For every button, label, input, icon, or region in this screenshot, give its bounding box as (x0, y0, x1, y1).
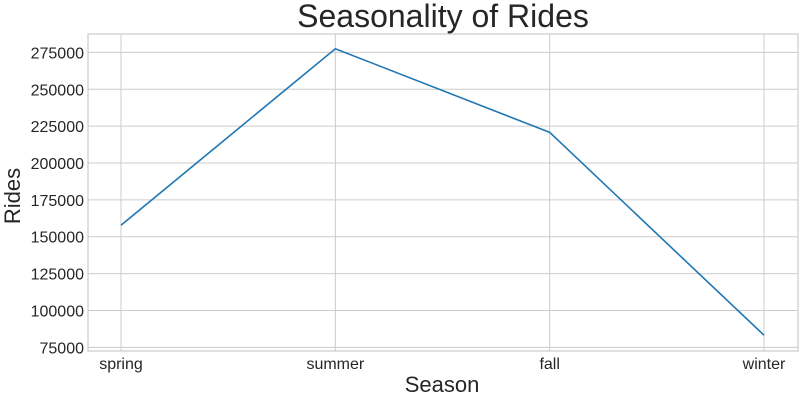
x-axis-label: Season (405, 372, 480, 397)
x-tick-label-winter: winter (742, 356, 786, 373)
y-tick-label: 200000 (31, 156, 84, 173)
plot-frame (87, 33, 799, 352)
y-tick-label: 150000 (31, 230, 84, 247)
y-gridlines (88, 51, 798, 348)
x-tick-label-spring: spring (99, 356, 143, 373)
y-axis-label: Rides (0, 168, 25, 224)
series-line-rides (120, 47, 765, 336)
y-tick-label: 250000 (31, 82, 84, 99)
y-tick-label: 225000 (31, 119, 84, 136)
y-tick-label: 275000 (31, 45, 84, 62)
y-tick-label: 175000 (31, 193, 84, 210)
y-tick-label: 125000 (31, 267, 84, 284)
chart-title: Seasonality of Rides (297, 0, 589, 34)
x-gridlines (120, 34, 765, 351)
x-tick-label-summer: summer (306, 356, 364, 373)
y-tick-label: 75000 (40, 340, 85, 357)
y-tick-labels: 75000 100000 125000 150000 175000 200000 22500… (31, 45, 84, 357)
x-tick-labels: spring summer fall winter (99, 356, 786, 373)
y-tick-label: 100000 (31, 303, 84, 320)
x-tick-label-fall: fall (539, 356, 559, 373)
